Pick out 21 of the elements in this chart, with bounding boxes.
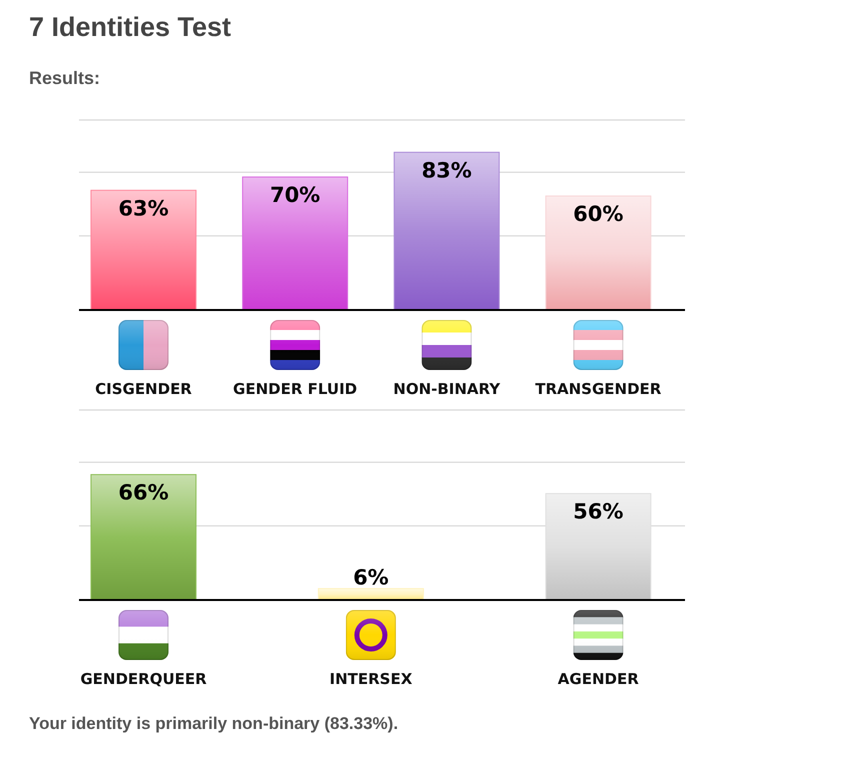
bar	[242, 176, 348, 310]
x-tick-label: GENDER FLUID	[233, 380, 358, 398]
chart-subtitle: Results:	[29, 68, 100, 88]
data-label: 6%	[353, 566, 389, 590]
data-label: 60%	[573, 202, 624, 226]
data-label: 56%	[573, 500, 624, 524]
data-label: 83%	[422, 158, 472, 182]
x-tick-label: INTERSEX	[330, 670, 413, 688]
x-tick-label: AGENDER	[558, 670, 640, 688]
x-tick-label: NON-BINARY	[393, 380, 502, 398]
text: Your identity is primarily non-binary (83.33%).	[29, 714, 398, 733]
data-label: 63%	[118, 196, 169, 220]
bar	[90, 190, 196, 310]
x-tick-label: TRANSGENDER	[535, 380, 662, 398]
chart-title: 7 Identities Test	[29, 12, 232, 42]
data-label: 70%	[270, 183, 320, 207]
x-tick-label: GENDERQUEER	[80, 670, 208, 688]
x-tick-label: CISGENDER	[95, 380, 192, 398]
bar	[394, 152, 500, 310]
bar	[545, 196, 652, 310]
data-label: 66%	[118, 480, 169, 505]
